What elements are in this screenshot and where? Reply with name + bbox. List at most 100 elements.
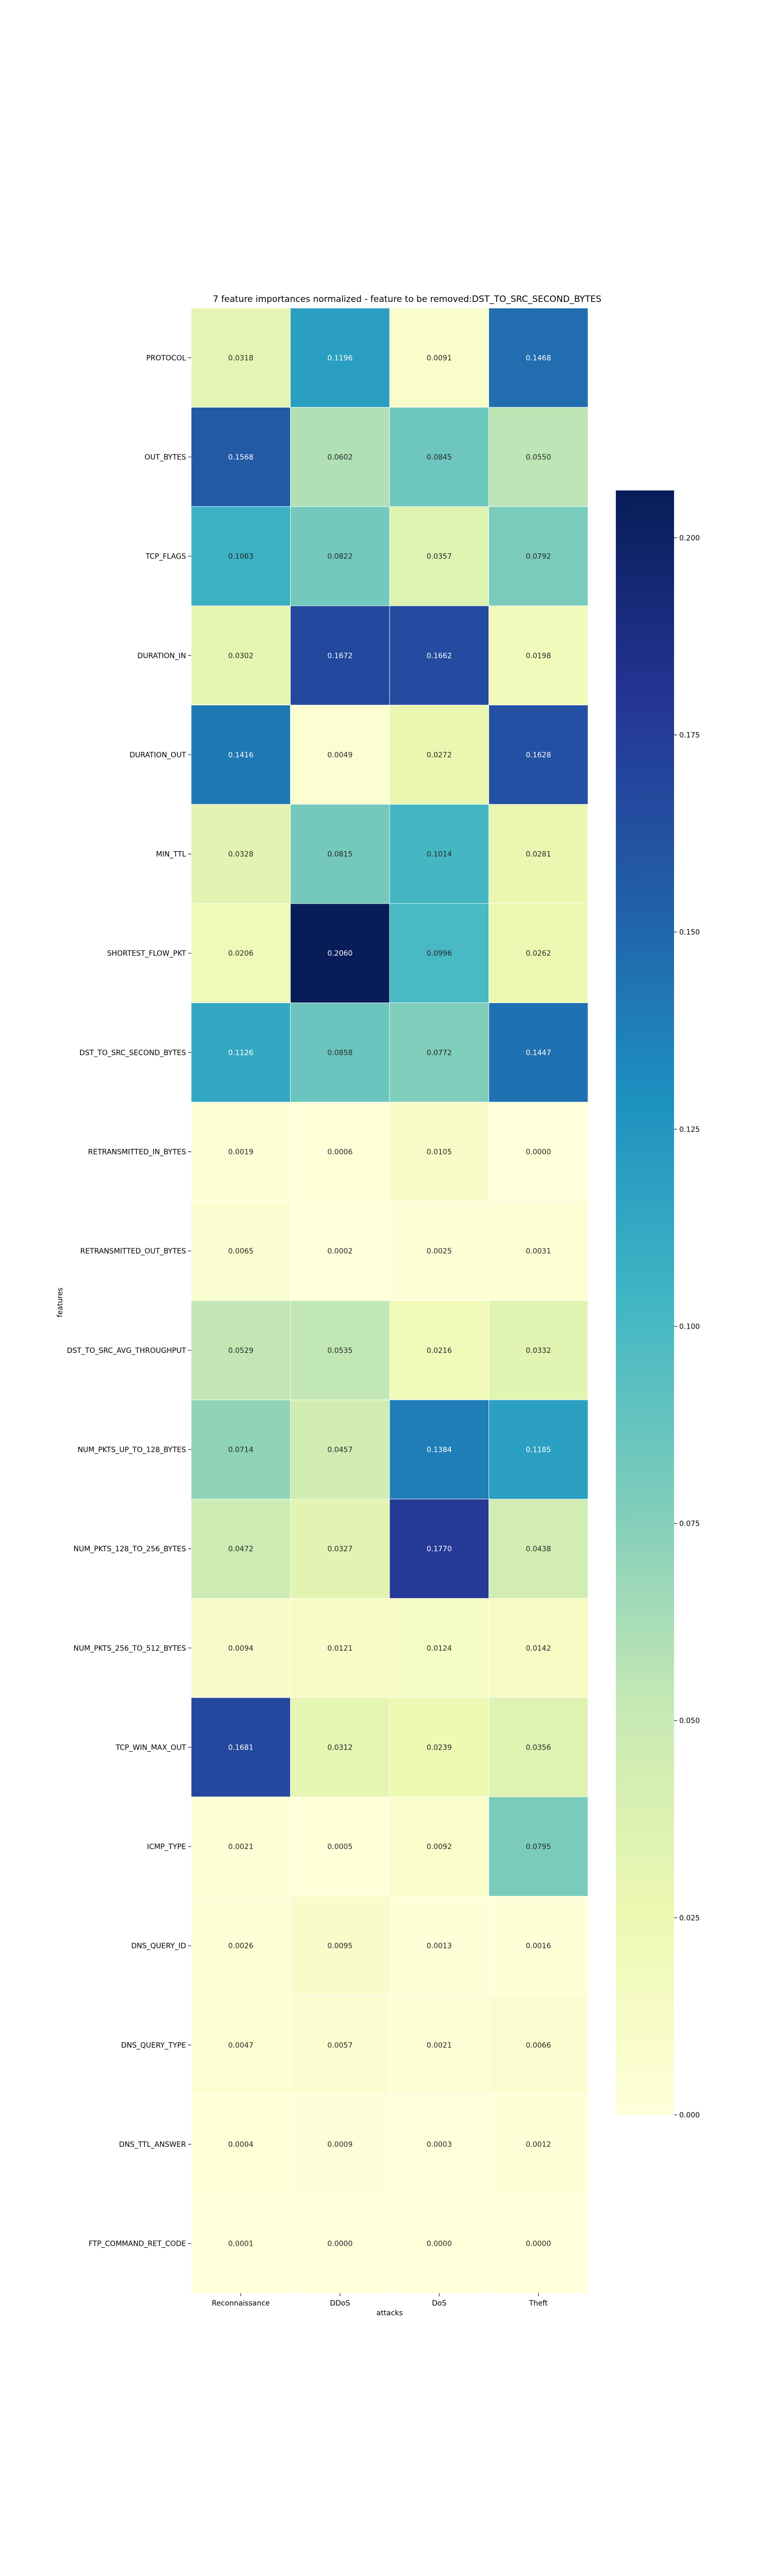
y-tick-label: DURATION_IN	[138, 652, 186, 660]
cell-value-label: 0.0216	[427, 1347, 452, 1355]
heatmap-cell	[389, 407, 489, 507]
cell-value-label: 0.0025	[427, 1247, 452, 1256]
y-tick-label: RETRANSMITTED_IN_BYTES	[88, 1148, 186, 1157]
x-tick-label: DoS	[432, 2299, 446, 2308]
cell-value-label: 0.0550	[526, 453, 551, 462]
cell-value-label: 0.0091	[427, 354, 452, 362]
cell-value-label: 0.0281	[526, 851, 551, 859]
heatmap-cell	[191, 308, 291, 408]
colorbar: 0.000 0.025 0.050 0.075 0.100 0.125 0.150 0.175…	[616, 490, 700, 2120]
cell-value-label: 0.0057	[327, 2041, 352, 2049]
heatmap-cell	[290, 1995, 390, 2095]
heatmap-cell	[290, 1399, 390, 1500]
cell-value-label: 0.0239	[427, 1743, 452, 1752]
heatmap-cell	[489, 2094, 589, 2194]
cell-value-label: 0.0006	[327, 1148, 352, 1157]
heatmap-cell	[389, 2193, 489, 2294]
cell-value-label: 0.1014	[427, 851, 452, 859]
heatmap-cell	[290, 1895, 390, 1996]
heatmap-cell	[290, 804, 390, 904]
heatmap-cell	[290, 1101, 390, 1202]
cell-value-label: 0.0065	[228, 1247, 254, 1256]
y-tick-label: DURATION_OUT	[129, 751, 186, 759]
heatmap-cell	[389, 1399, 489, 1500]
cell-value-label: 0.0047	[228, 2041, 254, 2049]
y-axis-label: features	[56, 1287, 64, 1317]
heatmap-cell	[290, 1499, 390, 1599]
y-tick-label: RETRANSMITTED_OUT_BYTES	[80, 1247, 187, 1256]
cell-value-label: 0.0009	[327, 2141, 352, 2149]
cell-value-label: 0.0815	[327, 851, 352, 859]
cell-value-label: 0.0327	[327, 1545, 352, 1553]
cell-value-label: 0.0328	[228, 851, 254, 859]
heatmap-cell	[191, 804, 291, 904]
cell-value-label: 0.0016	[526, 1942, 551, 1951]
cell-value-label: 0.0198	[526, 652, 551, 660]
colorbar-tick-label: 0.025	[679, 1914, 700, 1922]
colorbar-tick-label: 0.175	[679, 731, 700, 739]
heatmap-cell	[191, 2193, 291, 2294]
cell-value-label: 0.0026	[228, 1942, 254, 1951]
y-tick-label: DST_TO_SRC_SECOND_BYTES	[79, 1049, 186, 1057]
heatmap-cell	[489, 1300, 589, 1400]
x-tick-label: Theft	[529, 2299, 548, 2308]
heatmap-cell	[489, 903, 589, 1003]
heatmap-cell	[191, 1797, 291, 1896]
cell-value-label: 0.0332	[526, 1347, 551, 1355]
cell-value-label: 0.0000	[327, 2240, 352, 2248]
heatmap-cell	[489, 1499, 589, 1599]
y-axis-ticks: PROTOCOL OUT_BYTES TCP_FLAGS DURATION_IN DUR…	[67, 354, 191, 2248]
cell-value-label: 0.0996	[427, 950, 452, 958]
colorbar-tick-label: 0.100	[679, 1323, 700, 1331]
heatmap-cell	[389, 308, 489, 408]
heatmap-cell	[389, 1300, 489, 1400]
heatmap-cell	[191, 1399, 291, 1500]
heatmap-cell	[290, 903, 390, 1003]
cell-value-label: 0.0206	[228, 950, 254, 958]
y-tick-label: TCP_WIN_MAX_OUT	[115, 1743, 187, 1752]
heatmap-cell	[290, 2193, 390, 2294]
cell-value-label: 0.0092	[427, 1843, 452, 1851]
heatmap-cell	[389, 804, 489, 904]
colorbar-tick-label: 0.125	[679, 1126, 700, 1134]
heatmap-cell	[191, 1201, 291, 1301]
heatmap-cell	[191, 1003, 291, 1103]
y-tick-label: PROTOCOL	[146, 354, 187, 362]
y-tick-label: TCP_FLAGS	[145, 553, 186, 561]
cell-value-label: 0.0013	[427, 1942, 452, 1951]
cell-value-label: 0.0001	[228, 2240, 254, 2248]
heatmap-cell	[290, 308, 390, 408]
cell-value-label: 0.0457	[327, 1446, 352, 1454]
y-tick-label: FTP_COMMAND_RET_CODE	[89, 2240, 186, 2248]
y-tick-label: DNS_TTL_ANSWER	[119, 2141, 186, 2149]
cell-value-label: 0.0000	[427, 2240, 452, 2248]
cell-value-label: 0.0357	[427, 553, 452, 561]
heatmap-cell	[389, 1995, 489, 2095]
cell-value-label: 0.0031	[526, 1247, 551, 1256]
y-tick-label: OUT_BYTES	[145, 453, 187, 462]
cell-value-label: 0.0094	[228, 1645, 254, 1653]
heatmap-cell	[489, 1895, 589, 1996]
cell-value-label: 0.0272	[427, 751, 452, 759]
cell-value-label: 0.1662	[427, 652, 452, 660]
heatmap-cell	[489, 1399, 589, 1500]
heatmap-cell	[389, 1598, 489, 1698]
y-tick-label: NUM_PKTS_256_TO_512_BYTES	[74, 1645, 187, 1653]
heatmap-cell	[389, 1697, 489, 1798]
cell-value-label: 0.1416	[228, 751, 254, 759]
heatmap-cell	[290, 407, 390, 507]
cell-value-label: 0.0049	[327, 751, 352, 759]
cell-value-label: 0.0002	[327, 1247, 352, 1256]
heatmap-cell	[489, 804, 589, 904]
cell-value-label: 0.2060	[327, 950, 352, 958]
cell-value-label: 0.1568	[228, 453, 254, 462]
cell-value-label: 0.0529	[228, 1347, 254, 1355]
heatmap-cell	[290, 705, 390, 805]
cell-value-label: 0.0121	[327, 1645, 352, 1653]
cell-value-label: 0.1447	[526, 1049, 551, 1057]
cell-value-label: 0.0105	[427, 1148, 452, 1157]
cell-value-label: 0.0356	[526, 1743, 551, 1752]
cell-value-label: 0.1628	[526, 751, 551, 759]
heatmap-cell	[290, 605, 390, 705]
cell-value-label: 0.0004	[228, 2141, 254, 2149]
